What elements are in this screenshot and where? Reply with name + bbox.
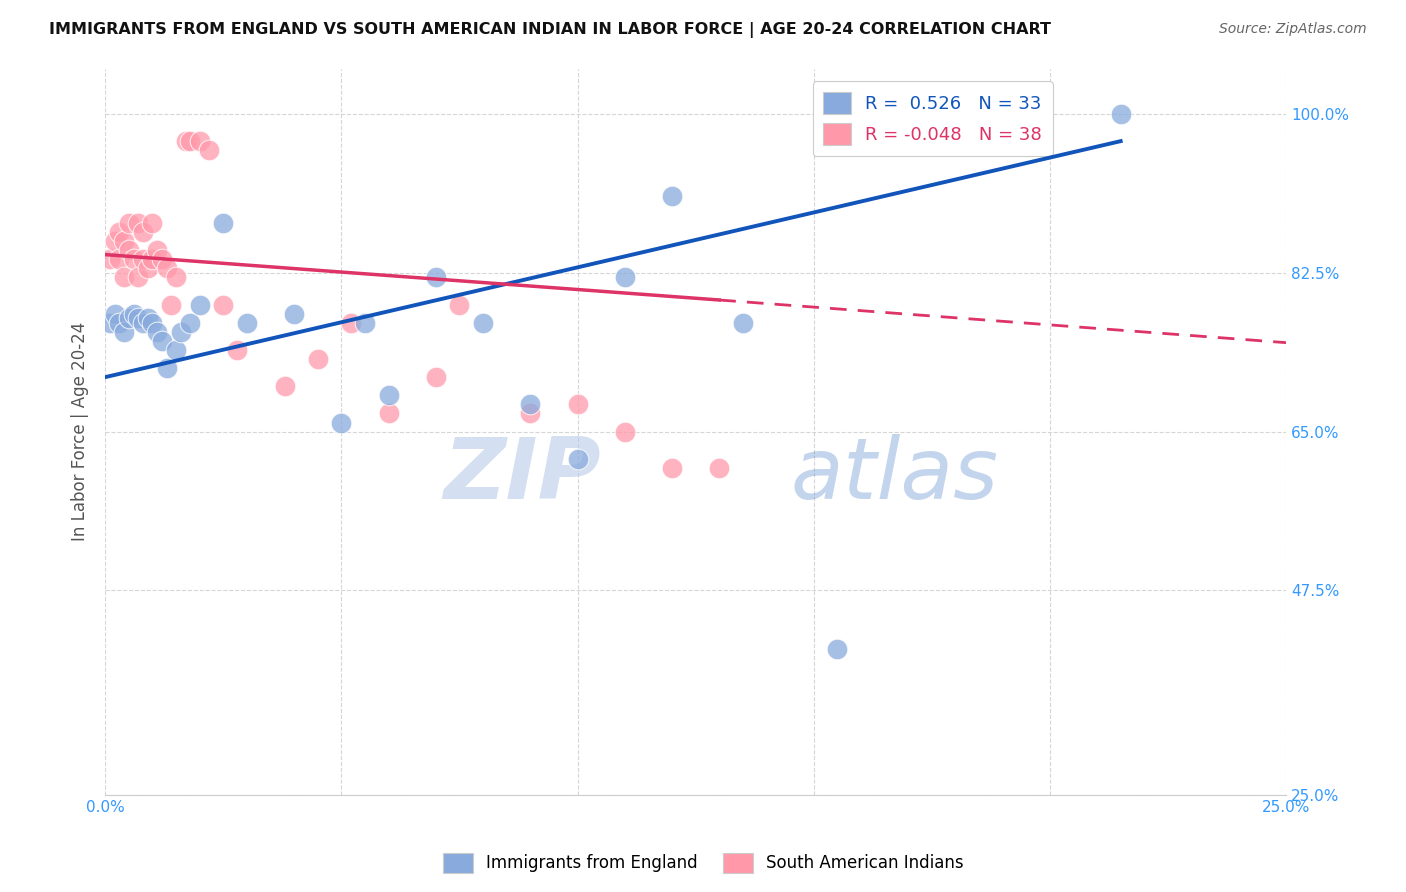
Point: [567, 397, 589, 411]
Point: [613, 270, 636, 285]
Point: [340, 316, 363, 330]
Point: [104, 234, 127, 248]
Point: [141, 316, 163, 330]
Point: [132, 225, 155, 239]
Point: [132, 316, 155, 330]
Point: [165, 343, 187, 357]
Point: [170, 325, 193, 339]
Text: atlas: atlas: [790, 434, 998, 516]
Point: [156, 361, 179, 376]
Point: [709, 461, 731, 475]
Point: [377, 388, 399, 402]
Point: [198, 143, 221, 157]
Point: [731, 316, 754, 330]
Point: [179, 316, 201, 330]
Point: [226, 343, 249, 357]
Legend: R =  0.526   N = 33, R = -0.048   N = 38: R = 0.526 N = 33, R = -0.048 N = 38: [813, 81, 1053, 156]
Point: [127, 311, 149, 326]
Point: [112, 270, 135, 285]
Point: [141, 216, 163, 230]
Point: [449, 297, 471, 311]
Point: [146, 243, 169, 257]
Point: [425, 270, 447, 285]
Point: [1109, 107, 1132, 121]
Point: [377, 407, 399, 421]
Point: [118, 243, 141, 257]
Point: [156, 261, 179, 276]
Point: [425, 370, 447, 384]
Point: [127, 216, 149, 230]
Point: [212, 216, 235, 230]
Point: [613, 425, 636, 439]
Point: [122, 252, 145, 267]
Point: [98, 316, 121, 330]
Point: [127, 270, 149, 285]
Point: [104, 307, 127, 321]
Point: [827, 642, 849, 657]
Point: [160, 297, 183, 311]
Text: Source: ZipAtlas.com: Source: ZipAtlas.com: [1219, 22, 1367, 37]
Point: [112, 234, 135, 248]
Point: [150, 252, 173, 267]
Point: [567, 451, 589, 466]
Point: [118, 216, 141, 230]
Point: [118, 311, 141, 326]
Point: [112, 325, 135, 339]
Point: [661, 461, 683, 475]
Legend: Immigrants from England, South American Indians: Immigrants from England, South American …: [436, 847, 970, 880]
Point: [236, 316, 259, 330]
Y-axis label: In Labor Force | Age 20-24: In Labor Force | Age 20-24: [72, 322, 89, 541]
Point: [150, 334, 173, 348]
Point: [307, 351, 329, 366]
Point: [136, 311, 159, 326]
Point: [330, 416, 353, 430]
Point: [472, 316, 495, 330]
Point: [519, 397, 541, 411]
Point: [519, 407, 541, 421]
Text: IMMIGRANTS FROM ENGLAND VS SOUTH AMERICAN INDIAN IN LABOR FORCE | AGE 20-24 CORR: IMMIGRANTS FROM ENGLAND VS SOUTH AMERICA…: [49, 22, 1052, 38]
Point: [108, 225, 131, 239]
Point: [188, 297, 211, 311]
Point: [283, 307, 305, 321]
Point: [132, 252, 155, 267]
Point: [122, 307, 145, 321]
Point: [991, 107, 1014, 121]
Point: [273, 379, 295, 393]
Point: [165, 270, 187, 285]
Point: [188, 134, 211, 148]
Point: [354, 316, 377, 330]
Point: [146, 325, 169, 339]
Point: [141, 252, 163, 267]
Point: [661, 188, 683, 202]
Text: ZIP: ZIP: [443, 434, 602, 516]
Point: [179, 134, 201, 148]
Point: [108, 252, 131, 267]
Point: [108, 316, 131, 330]
Point: [174, 134, 197, 148]
Point: [98, 252, 121, 267]
Point: [136, 261, 159, 276]
Point: [212, 297, 235, 311]
